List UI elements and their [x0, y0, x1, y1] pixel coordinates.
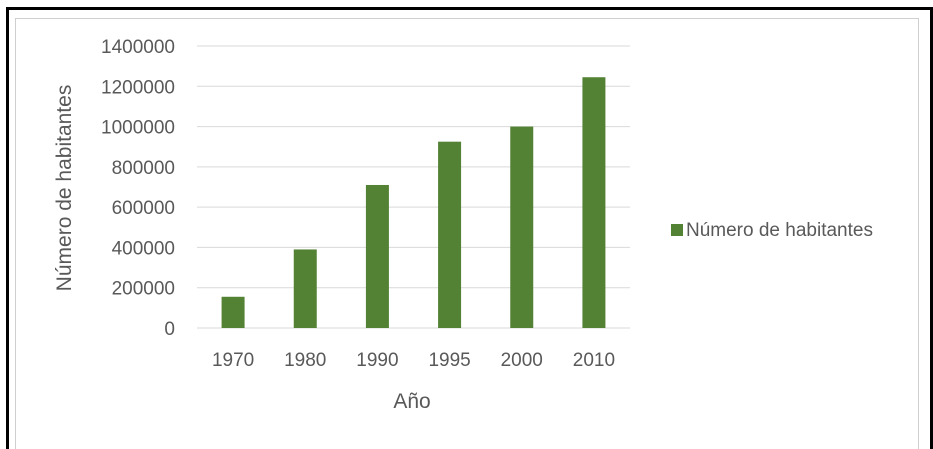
y-tick-label: 600000 — [112, 198, 175, 219]
chart-area-border-right — [918, 18, 919, 449]
y-axis-ticks: 0 200000 400000 600000 800000 1000000 1200000 1… — [101, 37, 175, 340]
frame-border-top — [6, 7, 933, 10]
x-tick-label: 1995 — [428, 350, 470, 371]
frame-border-right — [930, 7, 933, 449]
y-tick-label: 800000 — [112, 158, 175, 179]
x-tick-label: 2010 — [573, 350, 615, 371]
y-axis-title: Número de habitantes — [53, 85, 76, 292]
x-tick-label: 2000 — [501, 350, 543, 371]
gridlines — [197, 45, 630, 329]
y-tick-label: 1000000 — [101, 118, 175, 139]
legend-swatch — [671, 224, 683, 236]
legend-label: Número de habitantes — [686, 220, 873, 241]
y-tick-label: 200000 — [112, 279, 175, 300]
x-tick-label: 1970 — [212, 350, 254, 371]
y-tick-label: 1200000 — [101, 77, 175, 98]
chart-area-border-left — [15, 18, 16, 449]
y-tick-label: 400000 — [112, 238, 175, 259]
x-axis-ticks: 1970 1980 1990 1995 2000 2010 — [212, 350, 615, 371]
y-tick-label: 0 — [164, 319, 175, 340]
bar-1995 — [438, 141, 462, 328]
x-tick-label: 1980 — [284, 350, 326, 371]
x-tick-label: 1990 — [356, 350, 398, 371]
chart-area-border-top — [15, 18, 919, 19]
bars — [221, 77, 606, 328]
bar-2000 — [510, 126, 534, 328]
x-axis-title: Año — [393, 390, 430, 413]
bar-1990 — [365, 184, 389, 328]
y-tick-label: 1400000 — [101, 37, 175, 58]
legend: Número de habitantes — [671, 220, 873, 241]
bar-2010 — [582, 77, 606, 328]
frame-border-left — [6, 7, 9, 449]
bar-1970 — [221, 296, 245, 328]
bar-1980 — [293, 249, 317, 328]
